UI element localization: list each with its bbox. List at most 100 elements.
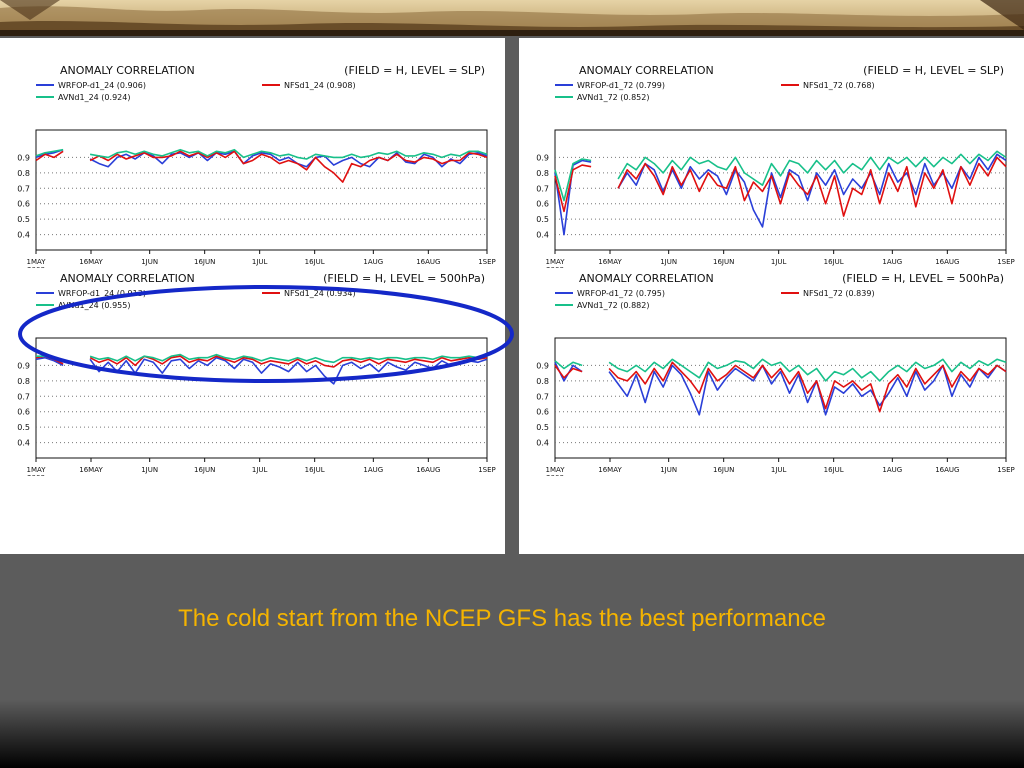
x-tick-label: 16JUN: [713, 258, 734, 266]
x-tick-label: 16JUN: [194, 258, 215, 266]
y-tick-label: 0.5: [17, 423, 30, 432]
plot-frame: [554, 337, 1007, 459]
y-tick-label: 0.6: [536, 408, 549, 417]
series-line-AVNd1_72: [554, 358, 1007, 382]
chart-slp-72h: ANOMALY CORRELATION (FIELD = H, LEVEL = S…: [519, 60, 1024, 268]
x-tick-label: 16AUG: [935, 466, 959, 474]
x-tick-label: 1MAY: [26, 466, 46, 474]
x-tick-label: 16JUL: [305, 258, 325, 266]
legend-entry: WRFOP-d1_72 (0.799): [577, 81, 665, 90]
chart-500hpa-24h: ANOMALY CORRELATION (FIELD = H, LEVEL = 5…: [0, 268, 505, 476]
series-line-NFSd1_72: [554, 156, 1007, 217]
chart-500hpa-24h-svg: ANOMALY CORRELATION (FIELD = H, LEVEL = 5…: [17, 272, 496, 476]
chart-500hpa-72h: ANOMALY CORRELATION (FIELD = H, LEVEL = 5…: [519, 268, 1024, 476]
y-tick-label: 0.6: [536, 200, 549, 209]
y-tick-label: 0.9: [17, 153, 30, 162]
x-year-label: 2008: [546, 266, 564, 268]
y-tick-label: 0.5: [536, 215, 549, 224]
legend-entry: NFSd1_72 (0.839): [803, 289, 875, 298]
x-tick-label: 1SEP: [997, 258, 1015, 266]
chart-title: ANOMALY CORRELATION: [60, 64, 195, 77]
chart-slp-24h: ANOMALY CORRELATION (FIELD = H, LEVEL = S…: [0, 60, 505, 268]
x-tick-label: 16JUN: [194, 466, 215, 474]
x-tick-label: 16MAY: [79, 258, 103, 266]
x-tick-label: 1AUG: [363, 466, 383, 474]
x-tick-label: 16JUL: [824, 466, 844, 474]
x-tick-label: 16AUG: [935, 258, 959, 266]
legend-entry: WRFOP-d1_24 (0.906): [58, 81, 146, 90]
x-year-label: 2008: [546, 474, 564, 476]
x-tick-label: 1JUL: [252, 258, 268, 266]
x-tick-label: 16JUN: [713, 466, 734, 474]
chart-subtitle: (FIELD = H, LEVEL = 500hPa): [323, 272, 485, 285]
x-tick-label: 1JUN: [660, 466, 677, 474]
chart-subtitle: (FIELD = H, LEVEL = SLP): [863, 64, 1004, 77]
x-tick-label: 1SEP: [478, 466, 496, 474]
series-line-AVNd1_24: [35, 148, 488, 160]
legend-entry: NFSd1_24 (0.934): [284, 289, 356, 298]
x-tick-label: 1SEP: [478, 258, 496, 266]
chart-slp-24h-svg: ANOMALY CORRELATION (FIELD = H, LEVEL = S…: [17, 64, 496, 268]
x-tick-label: 16AUG: [416, 258, 440, 266]
right-chart-panel: ANOMALY CORRELATION (FIELD = H, LEVEL = S…: [519, 38, 1024, 554]
y-tick-label: 0.5: [536, 423, 549, 432]
x-tick-label: 1JUL: [771, 466, 787, 474]
x-year-label: 2008: [27, 266, 45, 268]
chart-slp-72h-svg: ANOMALY CORRELATION (FIELD = H, LEVEL = S…: [536, 64, 1015, 268]
x-tick-label: 1SEP: [997, 466, 1015, 474]
chart-title: ANOMALY CORRELATION: [579, 64, 714, 77]
x-tick-label: 1AUG: [882, 258, 902, 266]
x-tick-label: 1MAY: [545, 466, 565, 474]
x-tick-label: 1MAY: [545, 258, 565, 266]
x-tick-label: 1AUG: [363, 258, 383, 266]
y-tick-label: 0.4: [17, 231, 30, 240]
y-tick-label: 0.6: [17, 200, 30, 209]
plot-frame: [35, 337, 488, 459]
plot-frame: [554, 129, 1007, 251]
y-tick-label: 0.7: [536, 392, 549, 401]
x-tick-label: 16MAY: [598, 466, 622, 474]
x-year-label: 2008: [27, 474, 45, 476]
y-tick-label: 0.4: [536, 439, 549, 448]
legend-entry: NFSd1_72 (0.768): [803, 81, 875, 90]
legend-entry: AVNd1_72 (0.852): [577, 93, 649, 102]
slide-caption: The cold start from the NCEP GFS has the…: [178, 605, 826, 632]
y-tick-label: 0.5: [17, 215, 30, 224]
x-tick-label: 16JUL: [824, 258, 844, 266]
x-tick-label: 16AUG: [416, 466, 440, 474]
panel-divider: [505, 38, 519, 554]
legend-entry: AVNd1_24 (0.955): [58, 301, 130, 310]
y-tick-label: 0.7: [17, 184, 30, 193]
left-chart-panel: ANOMALY CORRELATION (FIELD = H, LEVEL = S…: [0, 38, 505, 554]
legend-entry: NFSd1_24 (0.908): [284, 81, 356, 90]
series-line-WRFOP-d1_72: [554, 153, 1007, 236]
series-line-NFSd1_24: [35, 150, 488, 183]
x-tick-label: 1JUN: [141, 258, 158, 266]
chart-title: ANOMALY CORRELATION: [60, 272, 195, 285]
x-tick-label: 1AUG: [882, 466, 902, 474]
y-tick-label: 0.9: [536, 153, 549, 162]
x-tick-label: 16JUL: [305, 466, 325, 474]
plot-frame: [35, 129, 488, 251]
x-tick-label: 1JUN: [660, 258, 677, 266]
chart-title: ANOMALY CORRELATION: [579, 272, 714, 285]
legend-entry: WRFOP-d1_72 (0.795): [577, 289, 665, 298]
series-line-AVNd1_72: [554, 150, 1007, 202]
y-tick-label: 0.4: [17, 439, 30, 448]
y-tick-label: 0.7: [17, 392, 30, 401]
chart-subtitle: (FIELD = H, LEVEL = SLP): [344, 64, 485, 77]
x-tick-label: 16MAY: [598, 258, 622, 266]
y-tick-label: 0.8: [536, 169, 549, 178]
x-tick-label: 1JUN: [141, 466, 158, 474]
y-tick-label: 0.4: [536, 231, 549, 240]
chart-500hpa-72h-svg: ANOMALY CORRELATION (FIELD = H, LEVEL = 5…: [536, 272, 1015, 476]
y-tick-label: 0.7: [536, 184, 549, 193]
chart-subtitle: (FIELD = H, LEVEL = 500hPa): [842, 272, 1004, 285]
legend-entry: AVNd1_24 (0.924): [58, 93, 130, 102]
y-tick-label: 0.9: [536, 361, 549, 370]
y-tick-label: 0.6: [17, 408, 30, 417]
legend-entry: AVNd1_72 (0.882): [577, 301, 649, 310]
legend-entry: WRFOP-d1_24 (0.913): [58, 289, 146, 298]
y-tick-label: 0.9: [17, 361, 30, 370]
bottom-fade: [0, 700, 1024, 768]
